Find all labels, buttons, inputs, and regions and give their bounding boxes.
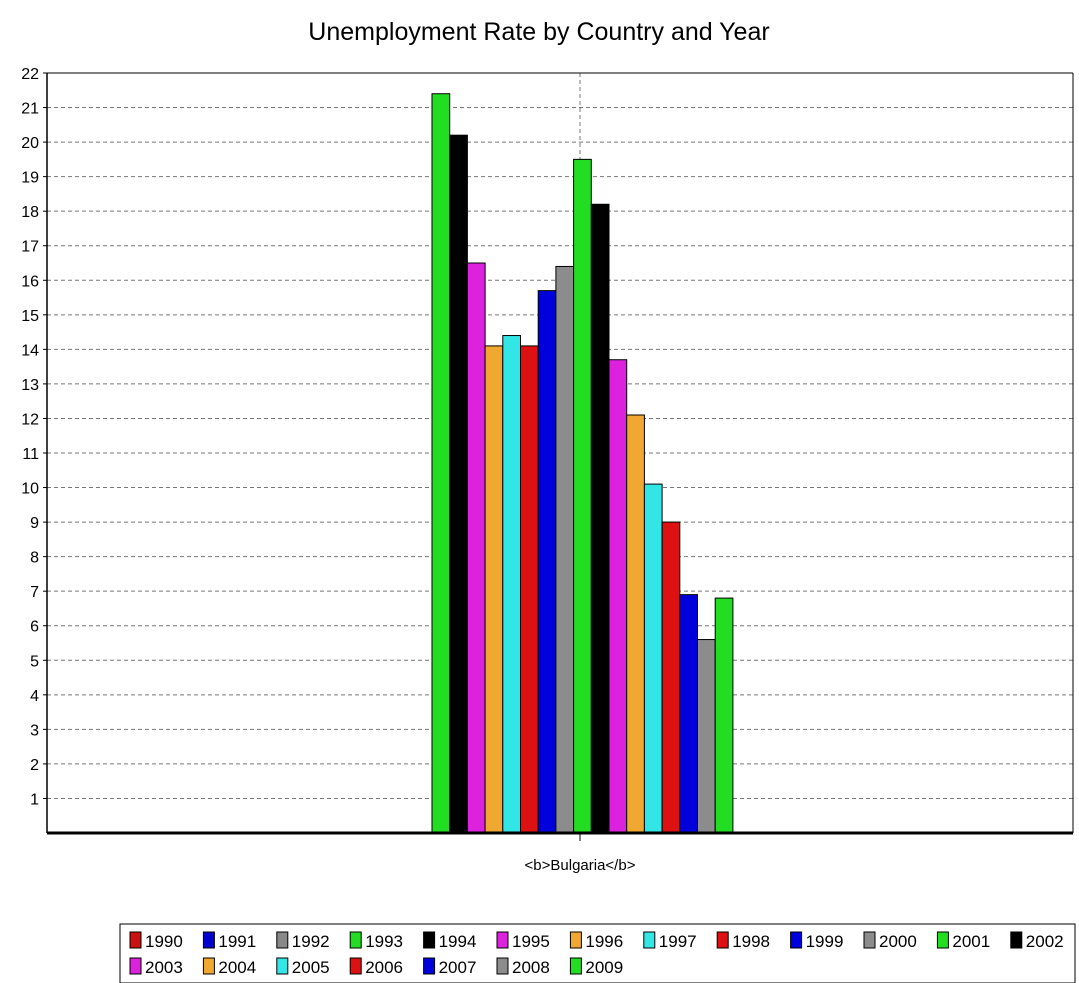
chart-title: Unemployment Rate by Country and Year [308,18,769,46]
legend-label-1998: 1998 [732,932,770,951]
y-tick-label: 7 [30,584,39,601]
legend-swatch-1999 [790,931,803,949]
bar-2009 [714,597,734,834]
y-tick-label: 16 [21,273,39,290]
legend-swatch-2003 [129,957,142,975]
legend-label-2002: 2002 [1026,932,1064,951]
bar-2008 [697,639,716,834]
y-tick-label: 15 [21,308,39,325]
y-tick-label: 8 [30,550,39,567]
bar-2003 [608,359,628,834]
legend-label-1997: 1997 [659,932,697,951]
legend-swatch-2006 [349,957,362,975]
legend-swatch-1993 [349,931,362,949]
bar-1994 [449,134,468,834]
y-tick-label: 1 [30,791,39,808]
legend-label-2004: 2004 [218,958,256,977]
y-tick-label: 18 [21,204,39,221]
y-tick-label: 10 [21,481,39,498]
legend-swatch-2000 [863,931,876,949]
legend: 1990 1991 1992 1993 1994 1995 1996 1997 1998 1999… [119,923,1076,983]
bar-2001 [573,158,592,834]
y-tick-label: 19 [21,170,39,187]
legend-swatch-2005 [276,957,289,975]
y-tick-label: 22 [21,66,39,83]
bar-2002 [590,203,610,834]
legend-swatch-1991 [202,931,215,949]
y-tick-label: 2 [30,757,39,774]
bar-1996 [484,345,504,834]
bar-1999 [537,290,557,834]
bar-2006 [661,521,681,834]
legend-label-1995: 1995 [512,932,550,951]
bar-2005 [643,483,663,834]
x-tick-label: <b>Bulgaria</b> [525,857,636,874]
legend-label-1996: 1996 [585,932,623,951]
bar-1998 [520,345,539,834]
y-tick-label: 6 [30,619,39,636]
y-tick-label: 3 [30,722,39,739]
legend-swatch-2004 [202,957,215,975]
legend-label-1994: 1994 [439,932,477,951]
legend-swatch-2002 [1010,931,1023,949]
legend-label-2003: 2003 [145,958,183,977]
y-tick-label: 5 [30,653,39,670]
legend-swatch-2008 [496,957,509,975]
y-tick-label: 12 [21,411,39,428]
legend-label-2008: 2008 [512,958,550,977]
legend-swatch-1996 [569,931,582,949]
legend-swatch-1992 [276,931,289,949]
legend-label-2006: 2006 [365,958,403,977]
legend-swatch-1995 [496,931,509,949]
y-tick-label: 20 [21,135,39,152]
legend-label-1992: 1992 [292,932,330,951]
legend-swatch-2007 [423,957,436,975]
legend-swatch-1994 [423,931,436,949]
y-tick-label: 14 [21,342,39,359]
legend-swatch-2009 [569,957,582,975]
legend-swatch-1990 [129,931,142,949]
legend-label-2009: 2009 [585,958,623,977]
bar-1995 [466,262,486,834]
bar-1997 [502,335,521,834]
y-tick-label: 13 [21,377,39,394]
legend-label-2005: 2005 [292,958,330,977]
legend-label-1991: 1991 [218,932,256,951]
legend-label-1999: 1999 [806,932,844,951]
legend-label-2007: 2007 [439,958,477,977]
legend-label-1993: 1993 [365,932,403,951]
y-tick-label: 21 [21,101,39,118]
y-tick-label: 11 [22,446,39,463]
legend-swatch-2001 [936,931,949,949]
legend-swatch-1997 [643,931,656,949]
legend-label-1990: 1990 [145,932,183,951]
y-tick-label: 17 [21,239,39,256]
bar-2004 [626,414,645,834]
bar-2007 [679,594,698,834]
y-tick-label: 4 [30,688,39,705]
bar-2000 [555,265,575,834]
bar-1993 [431,93,451,834]
legend-label-2000: 2000 [879,932,917,951]
plot-area: 12345678910111213141516171819202122<b>Bu… [21,66,1074,874]
legend-label-2001: 2001 [952,932,990,951]
y-tick-label: 9 [30,515,39,532]
legend-swatch-1998 [716,931,729,949]
